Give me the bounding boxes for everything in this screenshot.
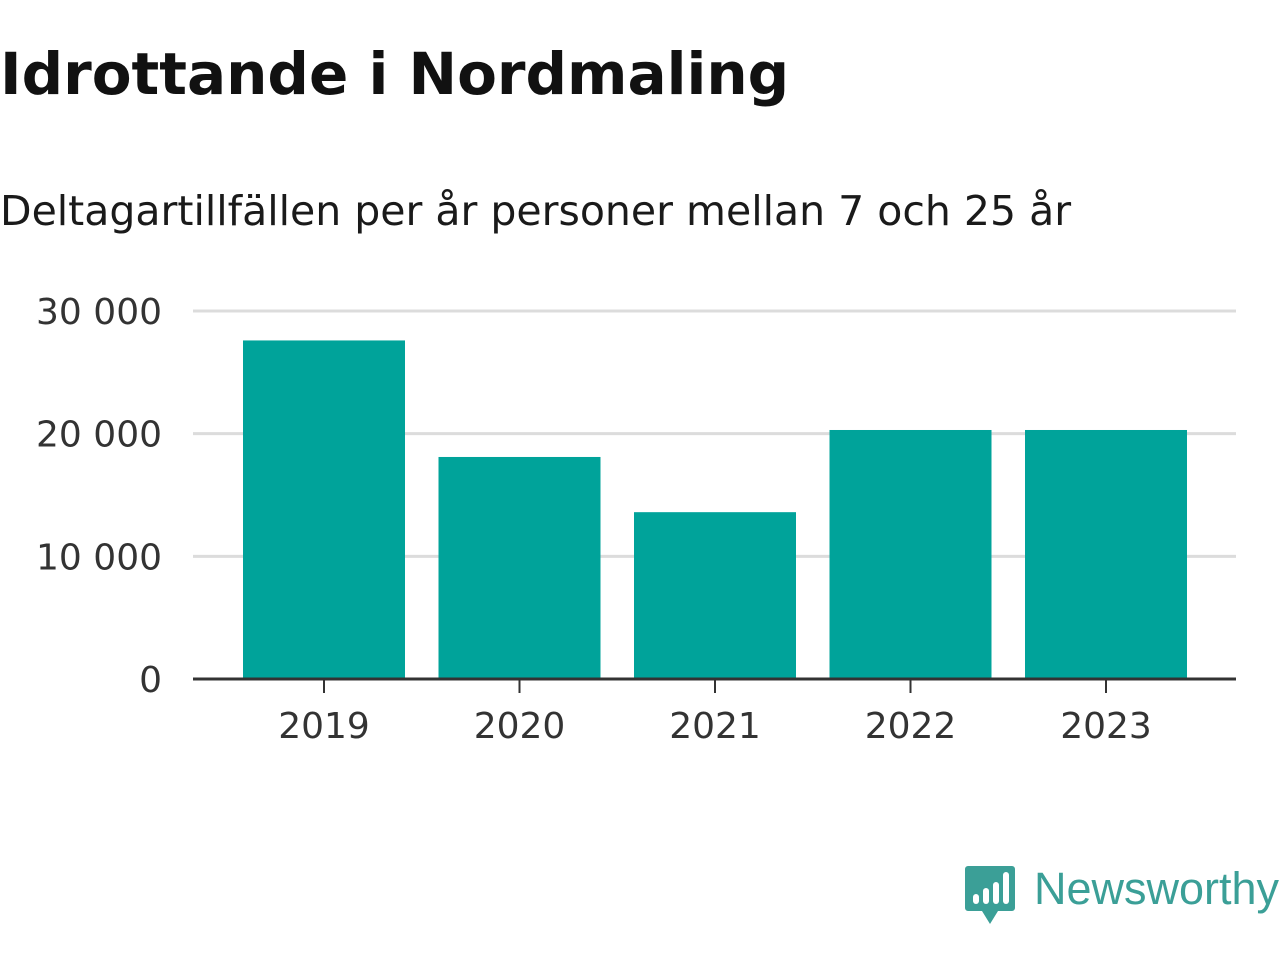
x-tick-label: 2023	[1060, 706, 1152, 747]
y-tick-label: 10 000	[36, 537, 162, 578]
chart-title: Idrottande i Nordmaling	[0, 40, 790, 108]
x-axis-tick-labels: 2019 2020 2021 2022 2023	[278, 706, 1152, 747]
newsworthy-logo: Newsworthy	[964, 863, 1280, 928]
x-axis	[193, 677, 1236, 693]
bar-2020	[438, 456, 601, 679]
bar-2023	[1025, 429, 1187, 679]
bars	[243, 340, 1187, 679]
x-tick-label: 2019	[278, 706, 370, 747]
chart-subtitle: Deltagartillfällen per år personer mella…	[0, 187, 1072, 235]
y-tick-label: 30 000	[36, 292, 162, 333]
y-tick-label: 20 000	[36, 415, 162, 456]
bar-2022	[829, 429, 992, 679]
x-tick-label: 2021	[669, 706, 761, 747]
newsworthy-logo-icon	[965, 866, 1015, 924]
y-tick-label: 0	[139, 660, 162, 701]
bar-2021	[634, 512, 796, 679]
bar-2019	[243, 340, 405, 679]
y-axis-tick-labels: 0 10 000 20 000 30 000	[36, 292, 162, 701]
brand-name: Newsworthy	[1034, 863, 1280, 914]
x-tick-label: 2022	[865, 706, 957, 747]
x-tick-label: 2020	[474, 706, 566, 747]
